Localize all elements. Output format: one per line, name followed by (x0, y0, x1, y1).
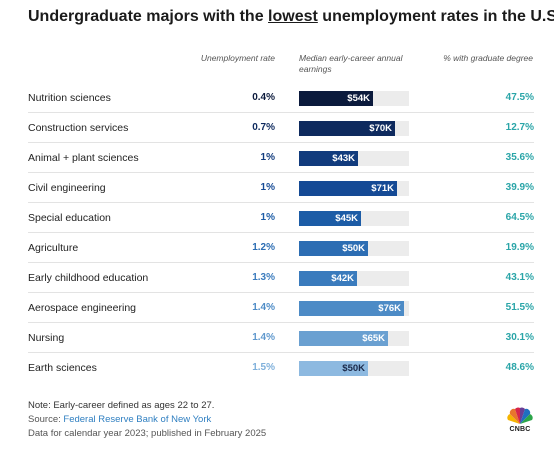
earnings-bar-track: $50K (299, 241, 409, 256)
unemployment-value: 1% (260, 212, 275, 223)
unemployment-value: 1.2% (252, 242, 275, 253)
earnings-label: $43K (332, 153, 355, 164)
grad-degree-value: 30.1% (505, 332, 534, 343)
earnings-bar: $50K (299, 361, 368, 376)
earnings-bar-track: $76K (299, 301, 409, 316)
earnings-label: $54K (347, 93, 370, 104)
earnings-label: $71K (371, 183, 394, 194)
title-emphasis: lowest (268, 8, 318, 25)
earnings-label: $50K (342, 243, 365, 254)
earnings-bar-track: $70K (299, 121, 409, 136)
earnings-bar: $43K (299, 151, 358, 166)
major-name: Aerospace engineering (28, 302, 136, 314)
table-row: Nutrition sciences 0.4% $54K 47.5% (28, 83, 534, 113)
table-row: Agriculture 1.2% $50K 19.9% (28, 233, 534, 263)
title-before: Undergraduate majors with the (28, 8, 269, 25)
unemployment-value: 1% (260, 182, 275, 193)
earnings-label: $45K (335, 213, 358, 224)
major-name: Special education (28, 212, 111, 224)
earnings-bar: $45K (299, 211, 361, 226)
table-row: Animal + plant sciences 1% $43K 35.6% (28, 143, 534, 173)
earnings-bar: $42K (299, 271, 357, 286)
earnings-bar: $71K (299, 181, 397, 196)
earnings-bar-track: $45K (299, 211, 409, 226)
header-median-earnings: Median early-career annual earnings (299, 53, 403, 74)
unemployment-value: 1.4% (252, 332, 275, 343)
earnings-label: $70K (369, 123, 392, 134)
note-text: Note: Early-career defined as ages 22 to… (28, 400, 215, 411)
major-name: Agriculture (28, 242, 79, 254)
source-prefix: Source: (28, 414, 64, 425)
unemployment-value: 1.3% (252, 272, 275, 283)
chart-rows: Nutrition sciences 0.4% $54K 47.5% Construct… (28, 83, 534, 383)
earnings-bar: $76K (299, 301, 404, 316)
earnings-label: $65K (362, 333, 385, 344)
unemployment-value: 1% (260, 152, 275, 163)
data-note: Data for calendar year 2023; published i… (28, 428, 267, 439)
major-name: Nutrition sciences (28, 92, 111, 104)
table-row: Early childhood education 1.3% $42K 43.1% (28, 263, 534, 293)
earnings-bar-track: $42K (299, 271, 409, 286)
grad-degree-value: 39.9% (505, 182, 534, 193)
grad-degree-value: 35.6% (505, 152, 534, 163)
unemployment-value: 1.4% (252, 302, 275, 313)
earnings-bar-track: $54K (299, 91, 409, 106)
grad-degree-value: 48.6% (505, 362, 534, 373)
earnings-bar-track: $43K (299, 151, 409, 166)
grad-degree-value: 43.1% (505, 272, 534, 283)
source-line: Source: Federal Reserve Bank of New York (28, 413, 266, 427)
title-after: unemployment rates in the U.S. (317, 8, 554, 25)
chart-title: Undergraduate majors with the lowest une… (28, 8, 554, 26)
header-unemployment-rate: Unemployment rate (200, 53, 275, 63)
table-row: Aerospace engineering 1.4% $76K 51.5% (28, 293, 534, 323)
major-name: Earth sciences (28, 362, 97, 374)
grad-degree-value: 12.7% (505, 122, 534, 133)
earnings-label: $50K (342, 363, 365, 374)
unemployment-value: 0.7% (252, 122, 275, 133)
grad-degree-value: 19.9% (505, 242, 534, 253)
major-name: Early childhood education (28, 272, 149, 284)
earnings-label: $42K (331, 273, 354, 284)
major-name: Civil engineering (28, 182, 106, 194)
major-name: Animal + plant sciences (28, 152, 139, 164)
earnings-bar-track: $65K (299, 331, 409, 346)
table-row: Construction services 0.7% $70K 12.7% (28, 113, 534, 143)
major-name: Nursing (28, 332, 65, 344)
chart-notes: Note: Early-career defined as ages 22 to… (28, 399, 266, 441)
major-name: Construction services (28, 122, 129, 134)
unemployment-value: 0.4% (252, 92, 275, 103)
source-link[interactable]: Federal Reserve Bank of New York (63, 414, 212, 425)
grad-degree-value: 51.5% (505, 302, 534, 313)
table-row: Earth sciences 1.5% $50K 48.6% (28, 353, 534, 383)
table-row: Special education 1% $45K 64.5% (28, 203, 534, 233)
earnings-bar-track: $50K (299, 361, 409, 376)
table-row: Nursing 1.4% $65K 30.1% (28, 323, 534, 353)
grad-degree-value: 47.5% (505, 92, 534, 103)
cnbc-peacock-icon (507, 407, 533, 424)
earnings-bar: $50K (299, 241, 368, 256)
cnbc-logo-text: CNBC (509, 426, 531, 433)
earnings-bar-track: $71K (299, 181, 409, 196)
earnings-bar: $70K (299, 121, 395, 136)
unemployment-value: 1.5% (252, 362, 275, 373)
earnings-bar: $54K (299, 91, 373, 106)
earnings-label: $76K (378, 303, 401, 314)
table-row: Civil engineering 1% $71K 39.9% (28, 173, 534, 203)
grad-degree-value: 64.5% (505, 212, 534, 223)
header-graduate-degree: % with graduate degree (443, 53, 533, 63)
earnings-bar: $65K (299, 331, 388, 346)
